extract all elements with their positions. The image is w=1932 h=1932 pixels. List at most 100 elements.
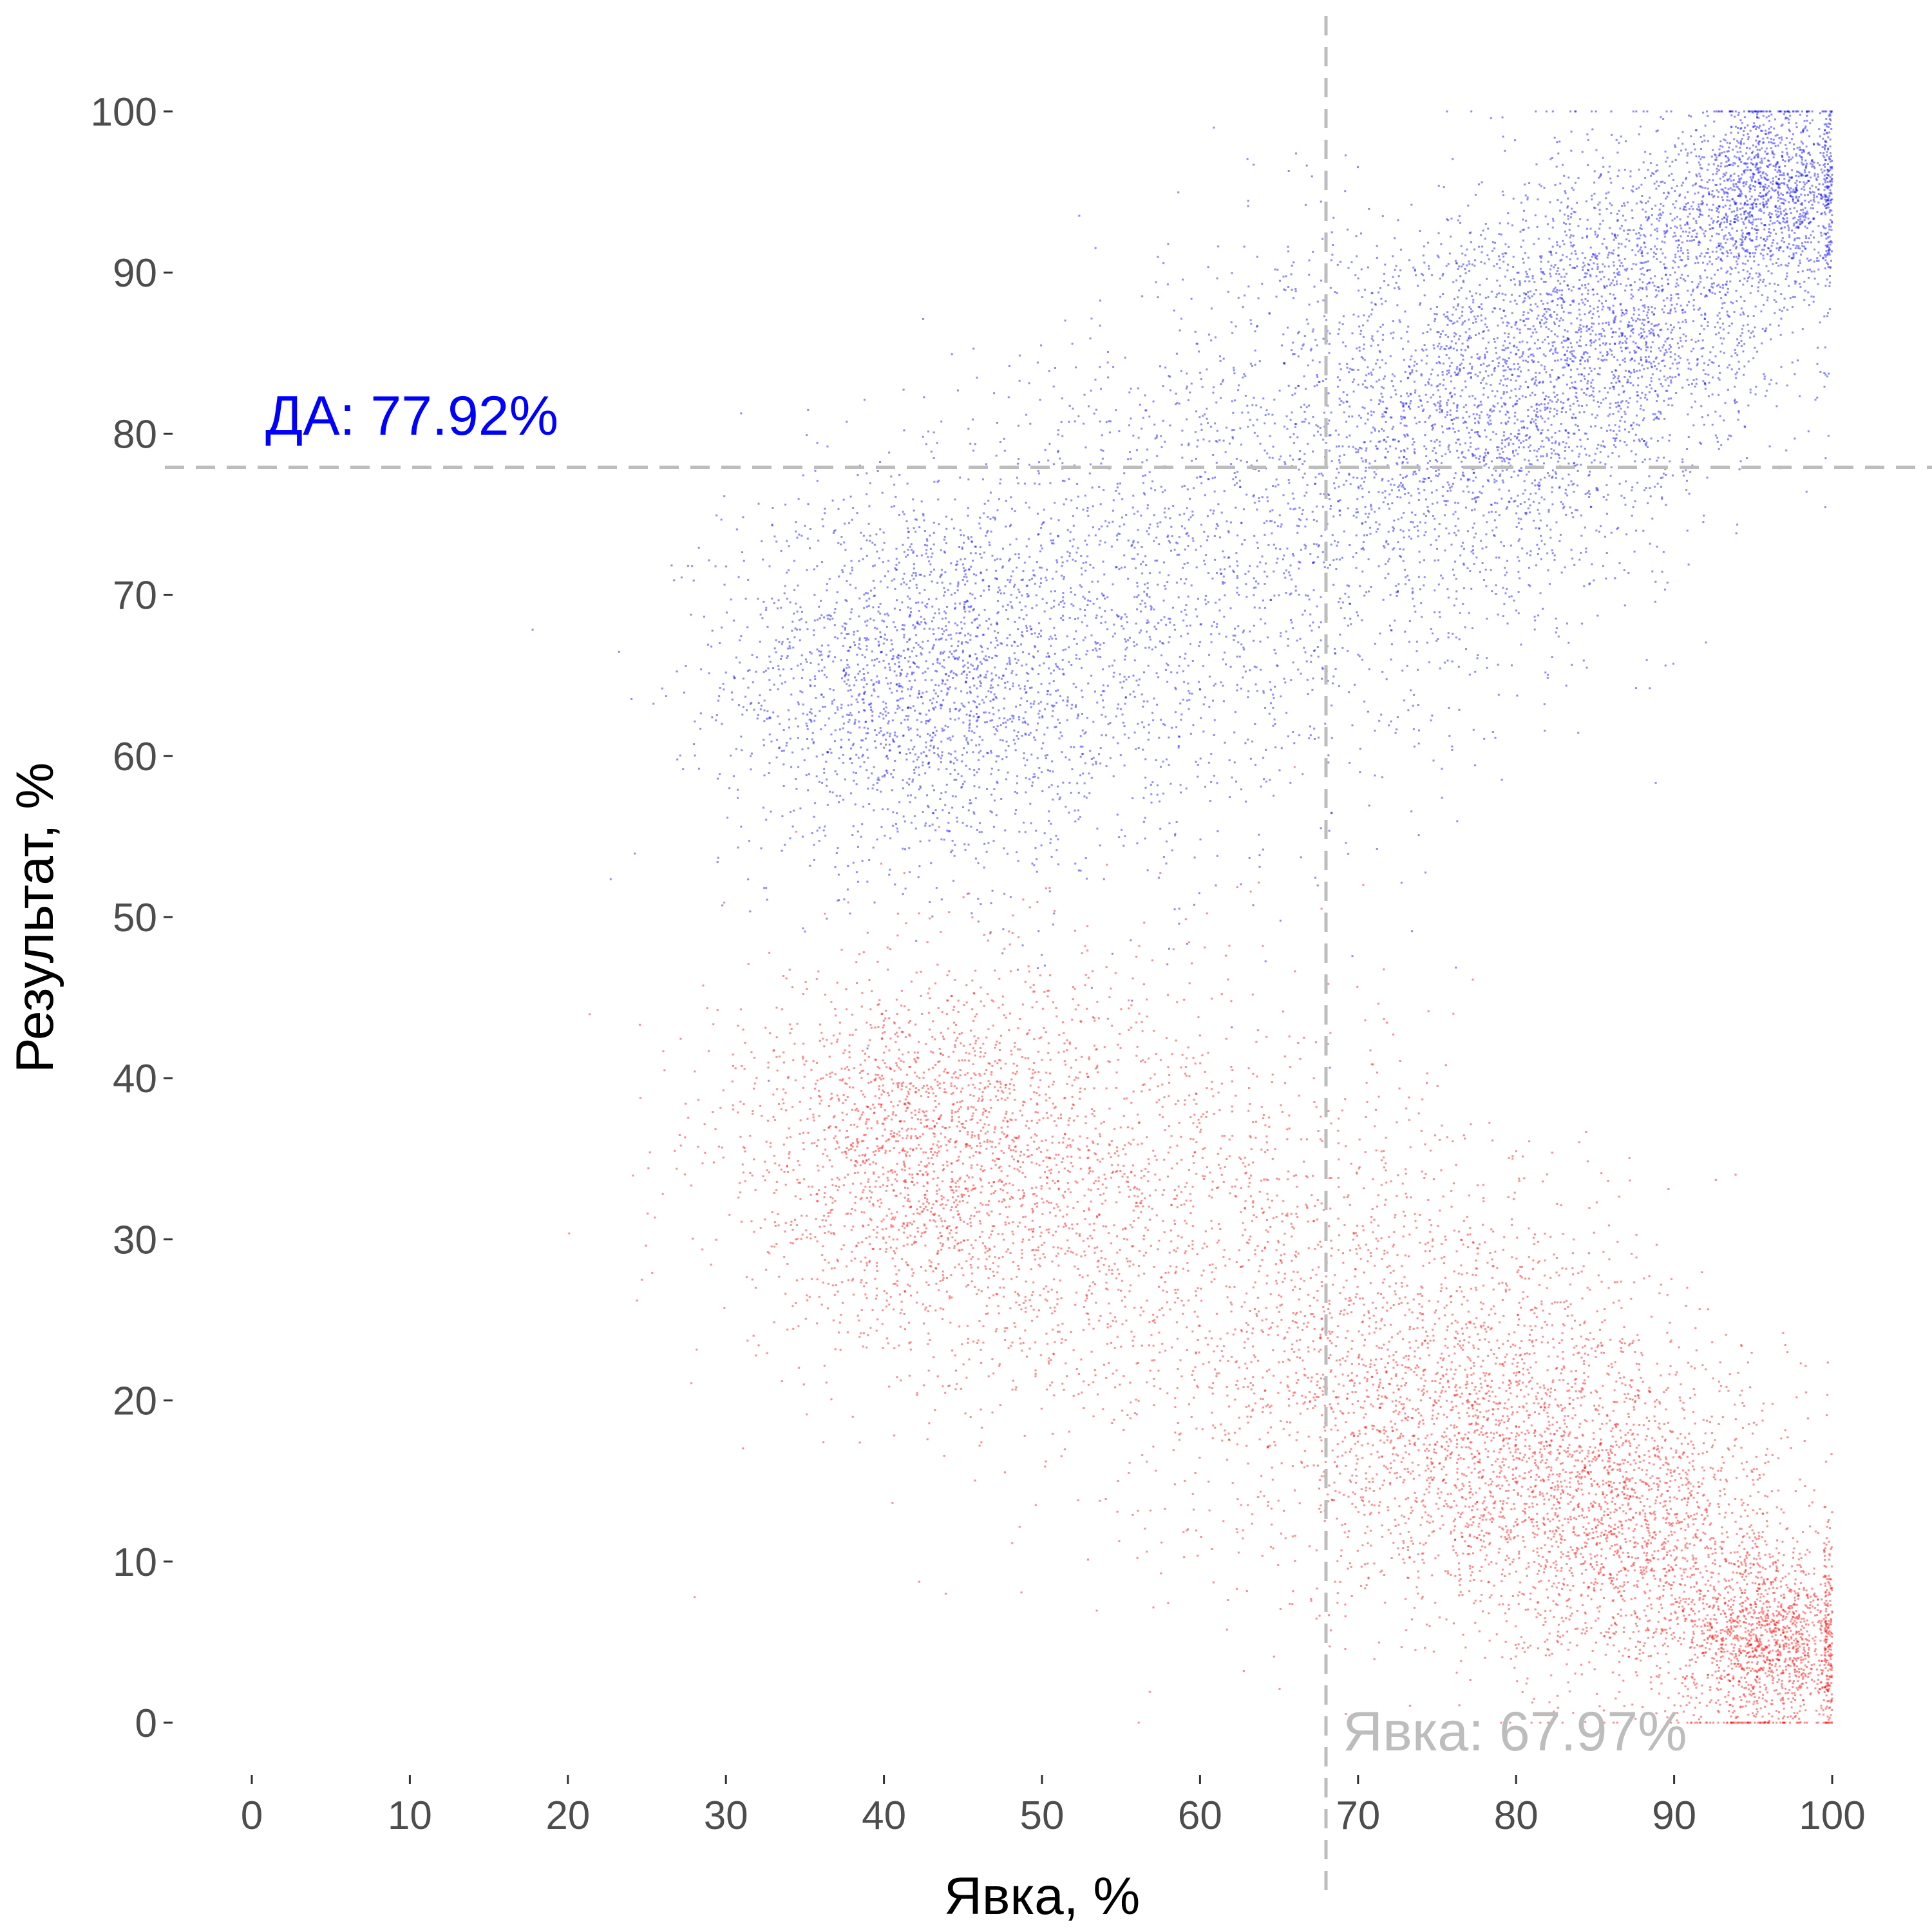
data-point xyxy=(1291,578,1293,581)
data-point xyxy=(1534,393,1537,396)
data-point xyxy=(1186,625,1188,627)
data-point xyxy=(1405,402,1408,405)
data-point xyxy=(843,564,846,567)
data-point xyxy=(1495,296,1497,298)
data-point xyxy=(1146,582,1149,585)
data-point xyxy=(1424,522,1426,524)
data-point xyxy=(880,636,882,638)
data-point xyxy=(1466,567,1469,569)
data-point xyxy=(885,706,887,708)
data-point xyxy=(1057,603,1060,606)
data-point xyxy=(963,664,966,667)
data-point xyxy=(1043,508,1045,511)
data-point xyxy=(881,775,884,778)
data-point xyxy=(1160,435,1162,437)
data-point xyxy=(817,539,820,542)
data-point xyxy=(905,520,908,522)
data-point xyxy=(1018,379,1021,382)
data-point xyxy=(1068,646,1070,649)
data-point xyxy=(1280,632,1282,634)
data-point xyxy=(1200,524,1202,526)
data-point xyxy=(1383,375,1386,377)
data-point xyxy=(816,648,819,650)
data-point xyxy=(1634,687,1637,690)
data-point xyxy=(1115,566,1117,569)
data-point xyxy=(1144,602,1146,605)
data-point xyxy=(1102,699,1104,702)
data-point xyxy=(842,761,844,764)
data-point xyxy=(1125,678,1128,681)
data-point xyxy=(762,600,765,603)
data-point xyxy=(800,654,803,657)
data-point xyxy=(1030,633,1033,635)
data-point xyxy=(947,621,950,623)
data-point xyxy=(919,840,922,843)
data-point xyxy=(941,704,943,706)
data-point xyxy=(843,669,846,672)
data-point xyxy=(1367,412,1369,415)
data-point xyxy=(1504,439,1506,441)
data-point xyxy=(912,661,914,663)
data-point xyxy=(967,507,969,509)
data-point xyxy=(1412,705,1414,707)
data-point xyxy=(866,493,868,496)
data-point xyxy=(916,620,919,623)
data-point xyxy=(1012,715,1015,717)
data-point xyxy=(1282,558,1284,561)
data-point xyxy=(1308,303,1311,306)
data-point xyxy=(997,600,999,602)
data-point xyxy=(1553,392,1555,393)
data-point xyxy=(1294,387,1297,390)
data-point xyxy=(1115,566,1118,568)
data-point xyxy=(849,573,852,575)
data-point xyxy=(886,755,887,758)
data-point xyxy=(980,903,982,905)
data-point xyxy=(804,930,806,933)
data-point xyxy=(849,618,851,620)
data-point xyxy=(947,589,949,591)
data-point xyxy=(909,638,911,640)
data-point xyxy=(1388,558,1390,560)
data-point xyxy=(1028,464,1030,466)
data-point xyxy=(1504,592,1507,594)
data-point xyxy=(1043,662,1045,665)
data-point xyxy=(964,573,967,576)
data-point xyxy=(740,826,743,828)
data-point xyxy=(1439,395,1441,398)
data-point xyxy=(1524,489,1526,491)
data-point xyxy=(961,659,964,662)
data-point xyxy=(680,576,683,579)
data-point xyxy=(1133,659,1136,661)
data-point xyxy=(1034,482,1036,485)
data-point xyxy=(990,752,992,754)
data-point xyxy=(969,442,972,445)
data-point xyxy=(1268,712,1271,715)
data-point xyxy=(1426,468,1428,470)
data-point xyxy=(1305,204,1307,206)
data-point xyxy=(1042,522,1045,524)
data-point xyxy=(1206,539,1209,542)
data-point xyxy=(851,569,853,572)
data-point xyxy=(940,421,943,423)
data-point xyxy=(1551,552,1554,554)
data-point xyxy=(840,706,843,709)
data-point xyxy=(1046,690,1049,692)
data-point xyxy=(978,768,980,770)
data-point xyxy=(1441,768,1443,770)
data-point xyxy=(928,761,931,764)
data-point xyxy=(1420,602,1423,605)
data-point xyxy=(1040,683,1043,685)
data-point xyxy=(1349,602,1351,605)
data-point xyxy=(940,707,942,710)
data-point xyxy=(1612,252,1615,255)
data-point xyxy=(1381,479,1383,482)
data-point xyxy=(1199,623,1202,626)
data-point xyxy=(1457,457,1460,459)
data-point xyxy=(1124,638,1126,641)
data-point xyxy=(991,657,994,659)
data-point xyxy=(981,478,984,480)
data-point xyxy=(1614,343,1616,345)
data-point xyxy=(1551,341,1554,344)
data-point xyxy=(861,823,864,826)
data-point xyxy=(931,647,934,650)
